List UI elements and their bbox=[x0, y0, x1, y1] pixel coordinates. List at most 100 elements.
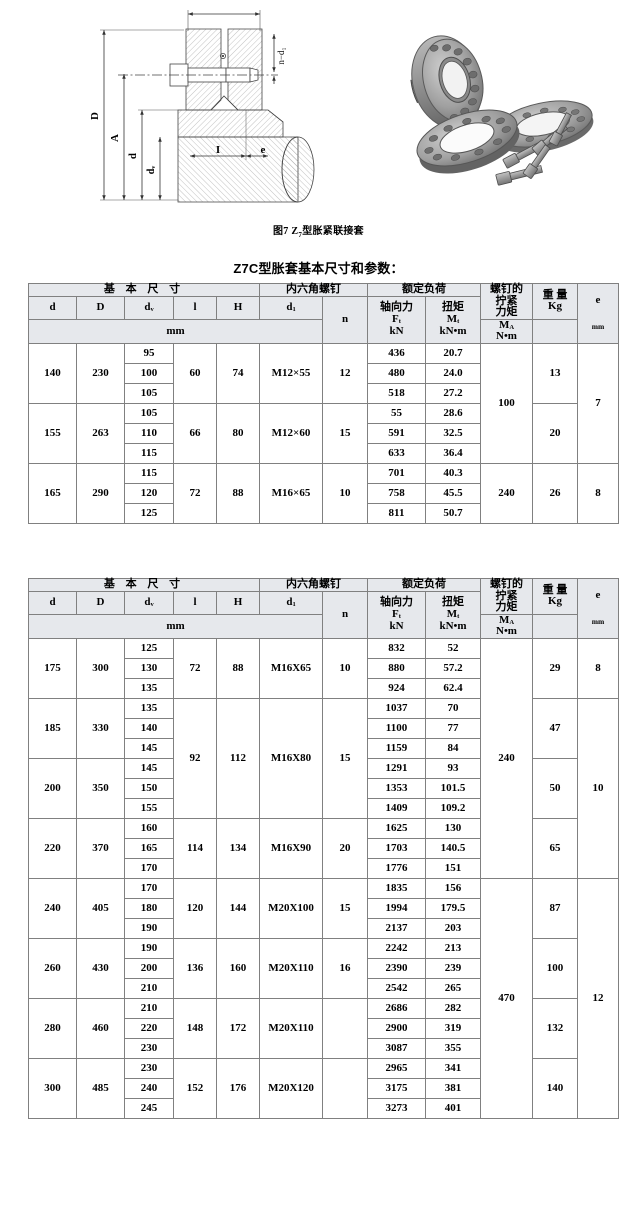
cell-d1: M16X80 bbox=[259, 698, 323, 819]
cell-dv: 210 bbox=[124, 978, 174, 999]
header2-sub-dv: dv bbox=[124, 590, 174, 615]
cell-l: 148 bbox=[173, 998, 217, 1059]
header-ma-unit: MA N•m bbox=[480, 318, 533, 345]
cell-axial-force: 2900 bbox=[367, 1018, 426, 1039]
cell-tighten-torque: 240 bbox=[480, 638, 533, 879]
cell-dv: 105 bbox=[124, 403, 174, 424]
cell-d1: M20X120 bbox=[259, 1058, 323, 1119]
figure-area: n−d₁ D A d dᵥ I e bbox=[0, 0, 637, 276]
cell-D: 460 bbox=[76, 998, 125, 1059]
cell-axial-force: 3175 bbox=[367, 1078, 426, 1099]
cell-d: 280 bbox=[28, 998, 77, 1059]
cell-torque: 319 bbox=[425, 1018, 481, 1039]
cell-axial-force: 880 bbox=[367, 658, 426, 679]
table-row: 135 924 62.4 bbox=[29, 678, 619, 699]
diagram-label-D: D bbox=[89, 112, 101, 120]
cell-weight: 26 bbox=[532, 463, 578, 524]
cell-d1: M16X90 bbox=[259, 818, 323, 879]
cell-torque: 265 bbox=[425, 978, 481, 999]
cell-D: 230 bbox=[76, 343, 125, 404]
header-weight-unit: Kg bbox=[547, 300, 563, 313]
cell-torque: 355 bbox=[425, 1038, 481, 1059]
cell-e: 12 bbox=[577, 878, 619, 1119]
cell-H: 88 bbox=[216, 463, 260, 524]
spec-table-2-body: 175 300 125 72 88 M16X65 10 832 52 240 29 8 130 880 57… bbox=[28, 638, 619, 1119]
cell-l: 114 bbox=[173, 818, 217, 879]
header-weight-spacer bbox=[532, 318, 578, 345]
table-row: 220 370 160 114 134 M16X90 20 1625 130 65 bbox=[28, 818, 619, 879]
cell-torque: 84 bbox=[425, 738, 481, 759]
header-sub-d1: d1 bbox=[259, 295, 323, 320]
cell-torque: 151 bbox=[425, 858, 481, 879]
cell-weight: 13 bbox=[532, 343, 578, 404]
cell-l: 72 bbox=[173, 463, 217, 524]
cell-axial-force: 1776 bbox=[367, 858, 426, 879]
table-row: 140 1100 77 bbox=[29, 718, 619, 739]
cell-dv: 180 bbox=[124, 898, 174, 919]
cell-axial-force: 1291 bbox=[367, 758, 426, 779]
cell-l: 60 bbox=[173, 343, 217, 404]
figure-caption: 图7 Z7型胀紧联接套 bbox=[0, 222, 637, 239]
table-row: 155 1409 109.2 bbox=[29, 798, 619, 819]
tighten-torque-line1: 螺钉的 bbox=[490, 283, 523, 295]
cell-d1: M20X110 bbox=[259, 938, 323, 999]
header2-e: e mm bbox=[577, 578, 619, 639]
cell-n: 15 bbox=[322, 878, 368, 939]
cell-torque: 24.0 bbox=[425, 363, 481, 384]
cell-H: 112 bbox=[216, 698, 260, 819]
cell-H: 88 bbox=[216, 638, 260, 699]
cell-torque: 32.5 bbox=[425, 423, 481, 444]
cell-l: 120 bbox=[173, 878, 217, 939]
header-weight: 重 量 Kg bbox=[532, 283, 578, 320]
diagram-label-dv: dᵥ bbox=[146, 166, 157, 175]
table2-header-row-3: mm MA N•m bbox=[28, 613, 619, 640]
header2-weight-spacer bbox=[532, 613, 578, 640]
header-weight-label: 重 量 bbox=[542, 288, 568, 301]
cell-torque: 156 bbox=[425, 878, 481, 899]
diagram-label-d: d bbox=[127, 153, 139, 159]
tighten-torque-line2: 拧紧 bbox=[495, 294, 518, 307]
cell-d1: M20X110 bbox=[259, 998, 323, 1059]
product-photo bbox=[385, 12, 620, 208]
header-sub-H: H bbox=[216, 295, 260, 320]
header-sub-D: D bbox=[76, 295, 125, 320]
cell-n: 10 bbox=[322, 638, 368, 699]
header2-axial-force: 轴向力 Ft kN bbox=[367, 590, 426, 640]
header2-hex-screw: 内六角螺钉 bbox=[259, 578, 368, 592]
cell-torque: 77 bbox=[425, 718, 481, 739]
cell-H: 144 bbox=[216, 878, 260, 939]
header2-rated-load: 额定负荷 bbox=[367, 578, 481, 592]
figure-caption-text: 图7 Z bbox=[273, 226, 299, 237]
table-row: 200 2390 239 bbox=[29, 958, 619, 979]
cell-dv: 135 bbox=[124, 698, 174, 719]
cell-D: 330 bbox=[76, 698, 125, 759]
cell-axial-force: 1353 bbox=[367, 778, 426, 799]
cell-torque: 401 bbox=[425, 1098, 481, 1119]
cell-d1: M16X65 bbox=[259, 638, 323, 699]
header-e-label: e bbox=[595, 294, 601, 307]
header-axial-force: 轴向力 Ft kN bbox=[367, 295, 426, 345]
cell-n bbox=[322, 998, 368, 1059]
table-header-row-2: d D dv l H d1 n 轴向力 Ft kN 扭矩 Mt kN•m bbox=[28, 295, 619, 345]
cell-dv: 100 bbox=[124, 363, 174, 384]
cell-axial-force: 1625 bbox=[367, 818, 426, 839]
cell-d1: M12×60 bbox=[259, 403, 323, 464]
diagram-label-n-d1: n−d₁ bbox=[276, 47, 286, 64]
cell-dv: 230 bbox=[124, 1038, 174, 1059]
cell-dv: 105 bbox=[124, 383, 174, 404]
cell-dv: 230 bbox=[124, 1058, 174, 1079]
cell-e: 8 bbox=[577, 463, 619, 524]
table-row: 200 350 145 1291 93 50 bbox=[28, 758, 619, 819]
cell-D: 290 bbox=[76, 463, 125, 524]
cell-D: 370 bbox=[76, 818, 125, 879]
table-row: 175 300 125 72 88 M16X65 10 832 52 240 29 8 bbox=[28, 638, 619, 879]
spec-table-1: 基 本 尺 寸 内六角螺钉 额定负荷 螺钉的 拧紧 力矩 重 量 Kg e mm… bbox=[28, 283, 619, 524]
table-row: 110 591 32.5 bbox=[29, 423, 619, 444]
spec-table-1-wrapper: 基 本 尺 寸 内六角螺钉 额定负荷 螺钉的 拧紧 力矩 重 量 Kg e mm… bbox=[28, 283, 619, 524]
table-row: 240 405 170 120 144 M20X100 15 1835 156 470 87 12 bbox=[28, 878, 619, 1119]
cell-e: 7 bbox=[577, 343, 619, 464]
header-hex-screw: 内六角螺钉 bbox=[259, 283, 368, 297]
table-row: 115 633 36.4 bbox=[29, 443, 619, 464]
cell-dv: 160 bbox=[124, 818, 174, 839]
header2-ma-unit: MA N•m bbox=[480, 613, 533, 640]
